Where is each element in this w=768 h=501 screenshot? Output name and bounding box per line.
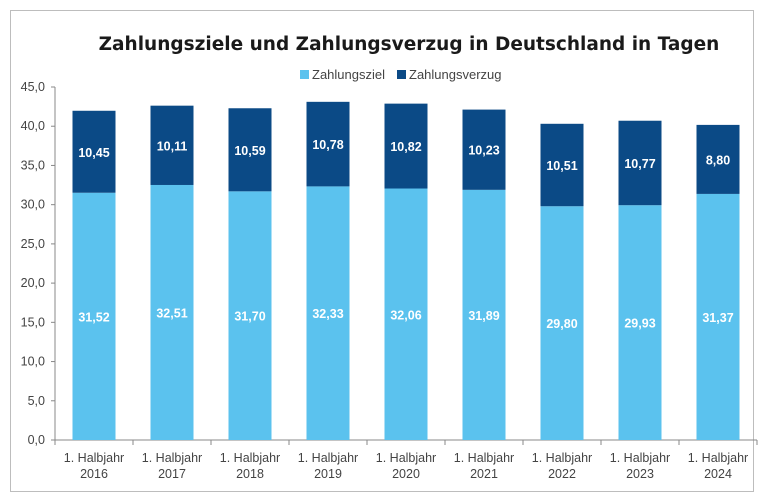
bar-zahlungsziel — [306, 186, 350, 440]
y-tick-label: 45,0 — [21, 80, 45, 94]
data-label: 10,59 — [234, 144, 265, 158]
x-tick-label: 2021 — [470, 467, 498, 481]
data-label: 29,80 — [546, 317, 577, 331]
data-label: 31,89 — [468, 309, 499, 323]
bar-zahlungsziel — [150, 184, 194, 440]
x-tick-label: 2019 — [314, 467, 342, 481]
data-label: 29,93 — [624, 317, 655, 331]
data-label: 32,33 — [312, 307, 343, 321]
bar-zahlungsziel — [462, 189, 506, 440]
x-tick-label: 2023 — [626, 467, 654, 481]
bar-zahlungsverzug — [462, 109, 506, 190]
bar-zahlungsverzug — [150, 105, 194, 185]
y-tick-label: 5,0 — [28, 394, 45, 408]
bar-zahlungsziel — [696, 193, 740, 440]
data-label: 32,06 — [390, 308, 421, 322]
x-tick-label: 1. Halbjahr — [610, 451, 670, 465]
chart-frame — [10, 10, 754, 492]
bar-zahlungsziel — [618, 205, 662, 440]
bar-zahlungsverzug — [306, 101, 350, 187]
x-tick-label: 1. Halbjahr — [532, 451, 592, 465]
x-tick-label: 1. Halbjahr — [64, 451, 124, 465]
x-tick-label: 1. Halbjahr — [688, 451, 748, 465]
bar-zahlungsziel — [384, 188, 428, 440]
x-tick-label: 2018 — [236, 467, 264, 481]
y-tick-label: 15,0 — [21, 315, 45, 329]
x-tick-label: 1. Halbjahr — [142, 451, 202, 465]
data-label: 31,37 — [702, 311, 733, 325]
data-label: 10,51 — [546, 159, 577, 173]
x-tick-label: 2017 — [158, 467, 186, 481]
x-tick-label: 2020 — [392, 467, 420, 481]
legend-label: Zahlungsziel — [312, 67, 385, 82]
chart-title: Zahlungsziele und Zahlungsverzug in Deut… — [98, 34, 720, 55]
y-tick-label: 10,0 — [21, 355, 45, 369]
legend-item-zahlungsverzug: Zahlungsverzug — [397, 67, 502, 82]
data-label: 31,52 — [78, 310, 109, 324]
data-label: 10,78 — [312, 138, 343, 152]
data-label: 8,80 — [706, 153, 730, 167]
x-tick-label: 1. Halbjahr — [376, 451, 436, 465]
data-label: 31,70 — [234, 310, 265, 324]
x-tick-label: 1. Halbjahr — [220, 451, 280, 465]
y-tick-label: 40,0 — [21, 119, 45, 133]
data-label: 10,82 — [390, 140, 421, 154]
data-label: 10,77 — [624, 157, 655, 171]
legend-item-zahlungsziel: Zahlungsziel — [300, 67, 385, 82]
data-label: 10,11 — [157, 139, 188, 153]
data-label: 10,23 — [468, 144, 499, 158]
y-tick-label: 30,0 — [21, 198, 45, 212]
y-tick-label: 25,0 — [21, 237, 45, 251]
bar-zahlungsziel — [540, 206, 584, 440]
y-tick-label: 35,0 — [21, 158, 45, 172]
bar-zahlungsverzug — [540, 123, 584, 207]
y-tick-label: 0,0 — [28, 433, 45, 447]
x-tick-label: 2016 — [80, 467, 108, 481]
x-tick-label: 2022 — [548, 467, 576, 481]
bar-zahlungsverzug — [228, 108, 272, 192]
bar-zahlungsverzug — [618, 120, 662, 206]
bar-zahlungsverzug — [696, 124, 740, 194]
legend-swatch-zahlungsverzug — [397, 70, 406, 79]
legend-swatch-zahlungsziel — [300, 70, 309, 79]
x-tick-label: 1. Halbjahr — [298, 451, 358, 465]
y-tick-label: 20,0 — [21, 276, 45, 290]
data-label: 32,51 — [156, 306, 187, 320]
x-tick-label: 2024 — [704, 467, 732, 481]
data-label: 10,45 — [78, 146, 109, 160]
legend-label: Zahlungsverzug — [409, 67, 502, 82]
x-tick-label: 1. Halbjahr — [454, 451, 514, 465]
bar-zahlungsziel — [228, 191, 272, 440]
bar-zahlungsverzug — [384, 103, 428, 189]
bar-zahlungsverzug — [72, 110, 116, 193]
legend: Zahlungsziel Zahlungsverzug — [300, 67, 502, 82]
bar-zahlungsziel — [72, 192, 116, 440]
